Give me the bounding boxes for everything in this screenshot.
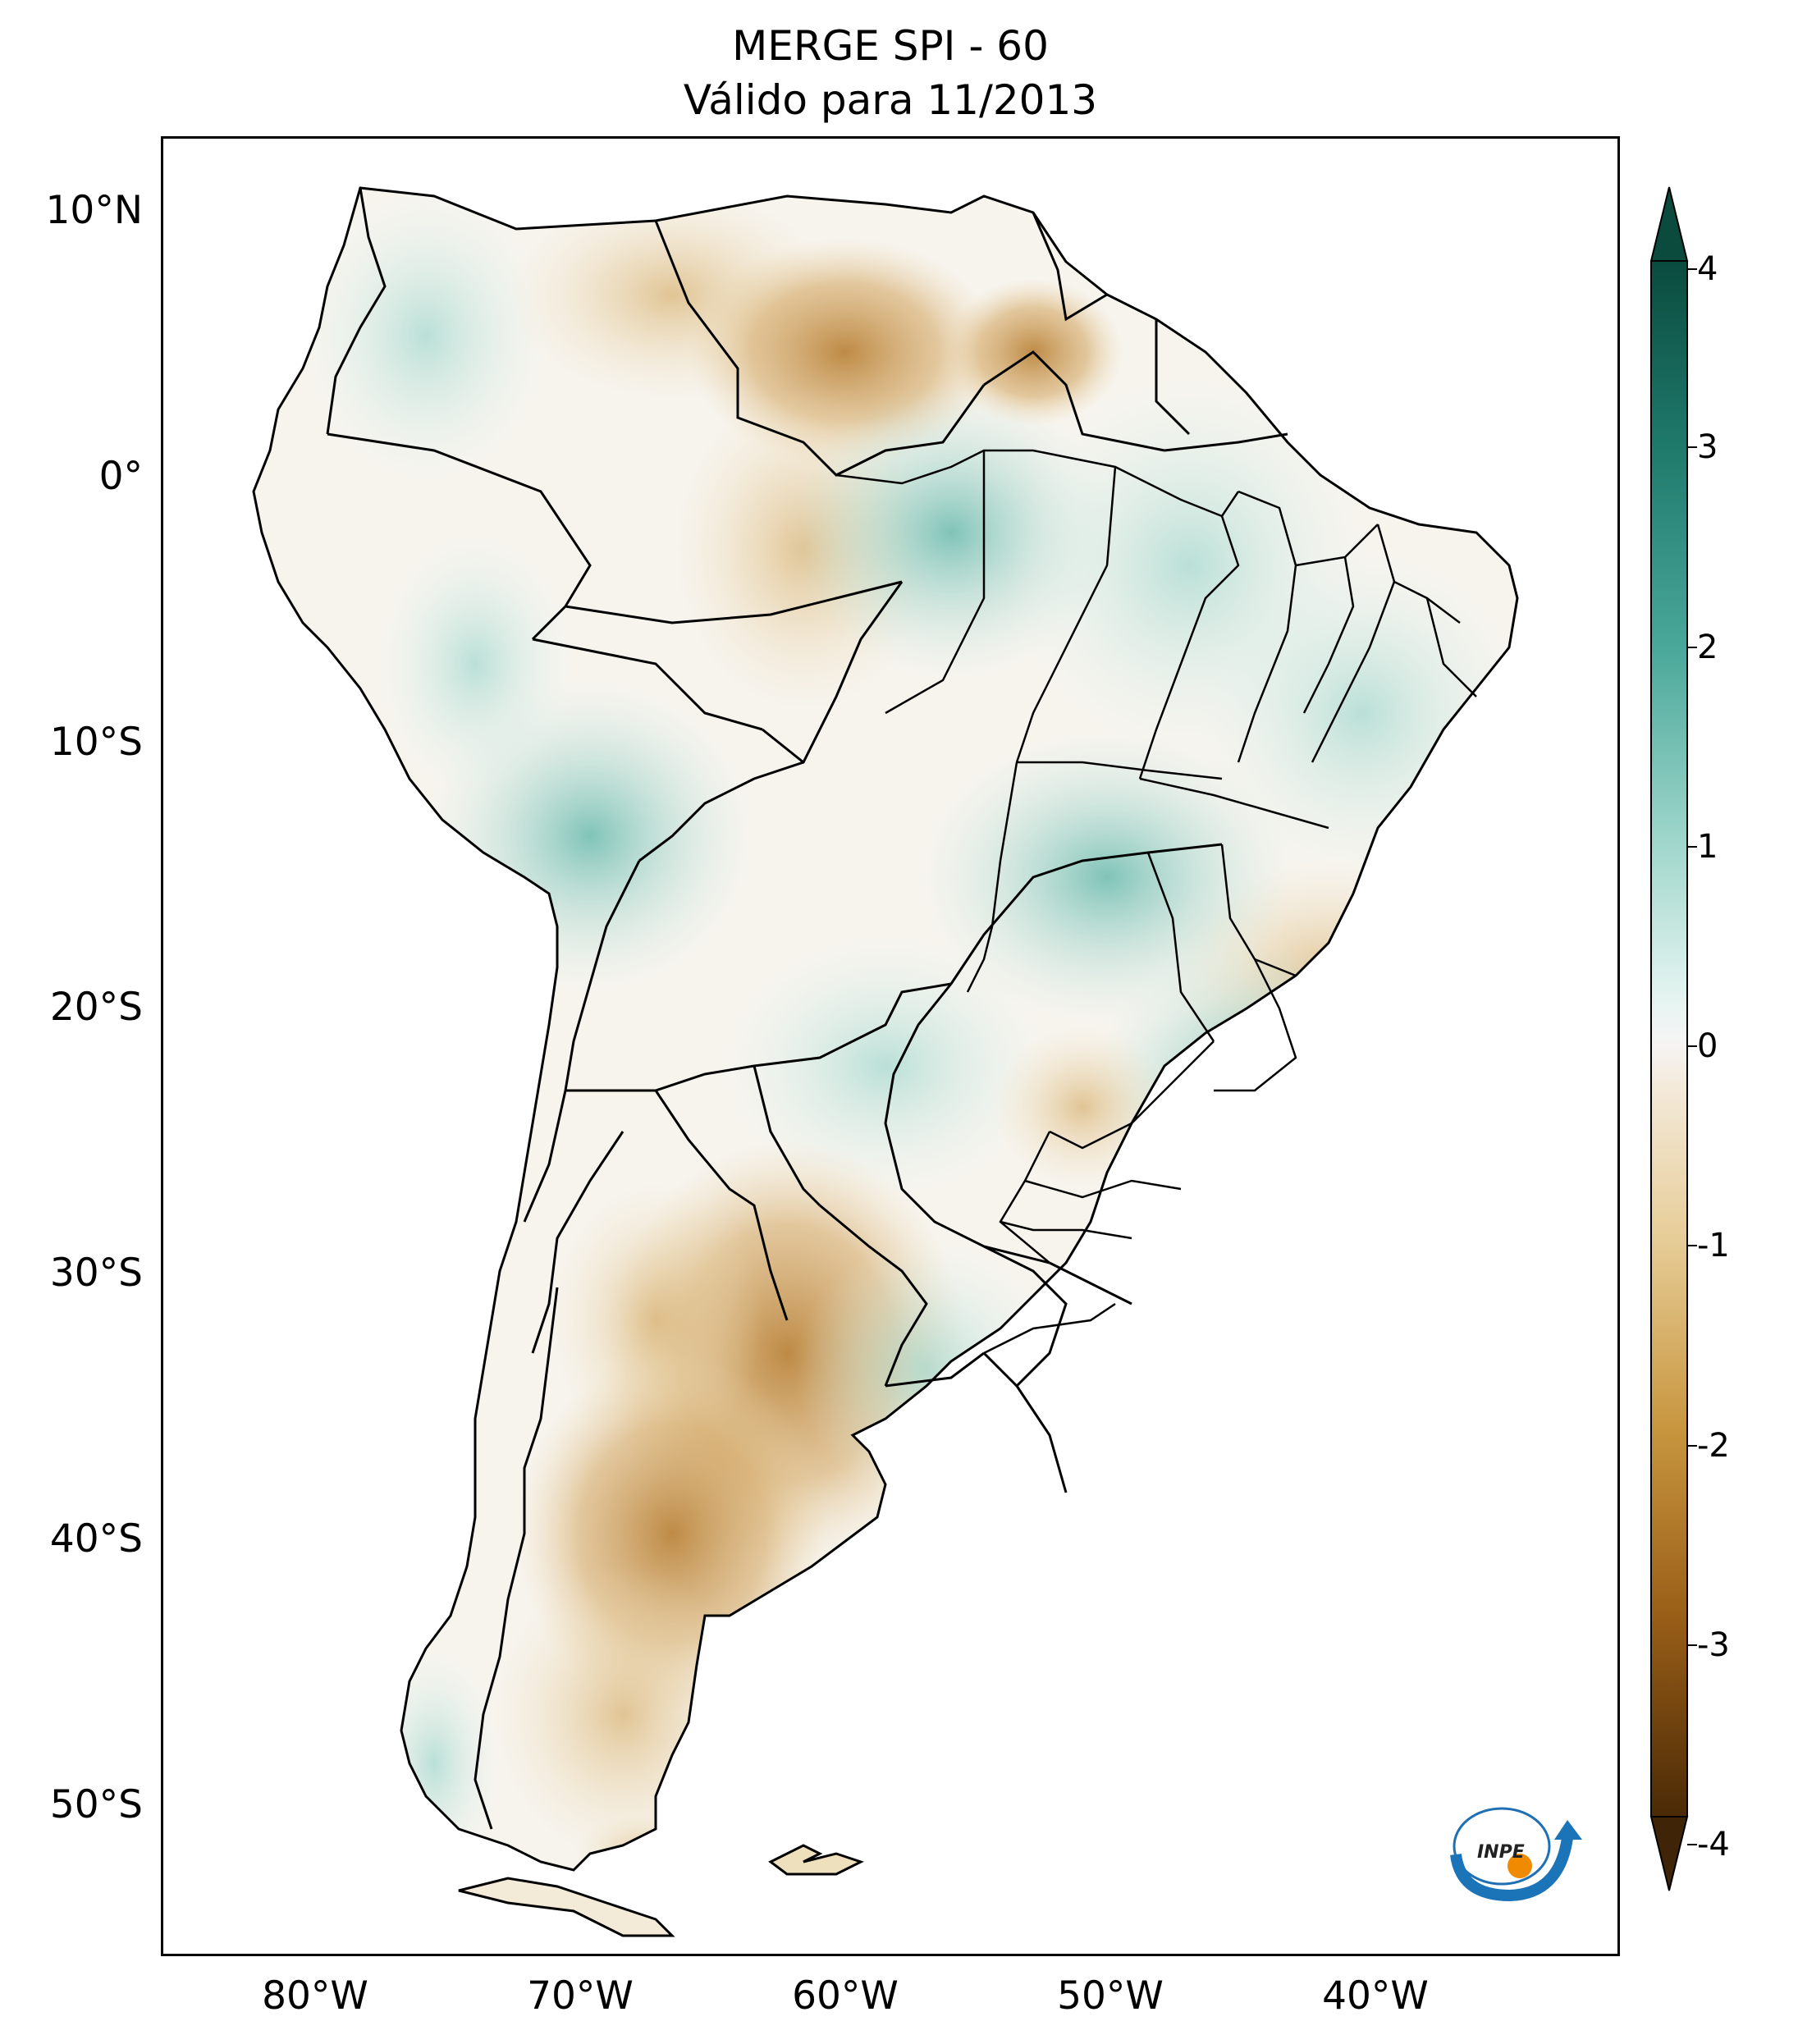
colorbar-tick-marks (1687, 268, 1697, 1845)
colorbar-tick-neg4: -4 (1697, 1826, 1730, 1863)
lon-tick-70w: 70°W (527, 1973, 634, 2019)
lat-tick-50s: 50°S (49, 1782, 143, 1827)
inpe-logo-text: INPE (1477, 1842, 1525, 1863)
map-panel (161, 136, 1620, 1956)
colorbar-tick-0: 0 (1697, 1027, 1718, 1065)
lat-tick-0: 0° (98, 454, 143, 499)
colorbar-tick-neg3: -3 (1697, 1626, 1730, 1664)
lat-tick-10n: 10°N (45, 188, 143, 233)
inpe-logo: INPE (1450, 1807, 1582, 1902)
lat-tick-20s: 20°S (49, 985, 143, 1030)
tierra-del-fuego (458, 1877, 675, 1937)
colorbar-tick-3: 3 (1697, 428, 1718, 466)
lon-tick-50w: 50°W (1057, 1973, 1164, 2019)
country-borders (326, 187, 1288, 1830)
colorbar-max-extend (1649, 186, 1689, 262)
lat-tick-10s: 10°S (49, 720, 143, 765)
colorbar (1649, 186, 1689, 1891)
state-borders (835, 449, 1477, 1355)
lat-tick-40s: 40°S (49, 1516, 143, 1562)
falkland-islands (768, 1844, 864, 1876)
lon-tick-60w: 60°W (792, 1973, 899, 2019)
colorbar-tick-1: 1 (1697, 828, 1718, 866)
lon-tick-80w: 80°W (262, 1973, 368, 2019)
colorbar-min-extend (1649, 1816, 1689, 1891)
colorbar-tick-neg1: -1 (1697, 1227, 1730, 1264)
colorbar-tick-2: 2 (1697, 629, 1718, 666)
colorbar-tick-neg2: -2 (1697, 1427, 1730, 1465)
map-title: MERGE SPI - 60 (732, 22, 1049, 70)
map-subtitle: Válido para 11/2013 (683, 76, 1098, 124)
colorbar-tick-4: 4 (1697, 250, 1718, 288)
lat-tick-30s: 30°S (49, 1251, 143, 1296)
lon-tick-40w: 40°W (1322, 1973, 1429, 2019)
colorbar-gradient (1651, 261, 1687, 1817)
south-america-spi-map (252, 186, 1519, 1937)
